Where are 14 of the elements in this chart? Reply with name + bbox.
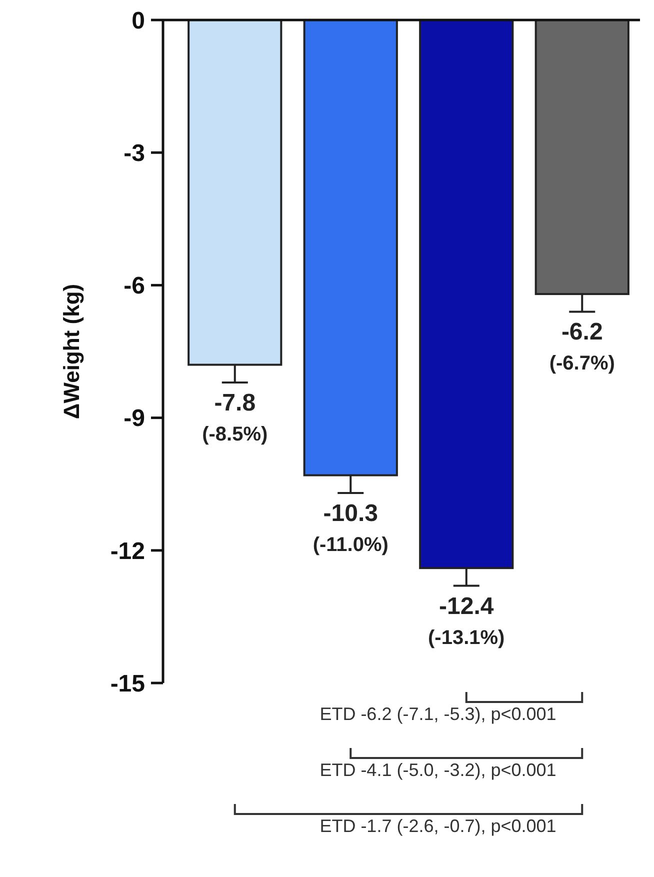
y-tick-label: -15 (110, 670, 145, 698)
data-label: -12.4 (-13.1%) (428, 592, 505, 649)
text: ETD -1.7 (-2.6, -0.7), p<0.001 (320, 816, 556, 836)
y-tick-label: -3 (124, 140, 145, 167)
y-axis-title: ΔWeight (kg) (59, 284, 84, 420)
y-tick-label: -9 (124, 405, 145, 432)
y-tick-label: -6 (124, 272, 145, 300)
data-label: -6.2 (-6.7%) (549, 318, 615, 375)
y-tick-label: -12 (110, 538, 145, 565)
data-label: -7.8 (-8.5%) (202, 389, 268, 446)
y-tick-label: 0 (132, 7, 145, 34)
text: ETD -6.2 (-7.1, -5.3), p<0.001 (320, 704, 556, 724)
data-label: -10.3 (-11.0%) (312, 500, 388, 556)
text: ETD -4.1 (-5.0, -3.2), p<0.001 (320, 760, 556, 780)
